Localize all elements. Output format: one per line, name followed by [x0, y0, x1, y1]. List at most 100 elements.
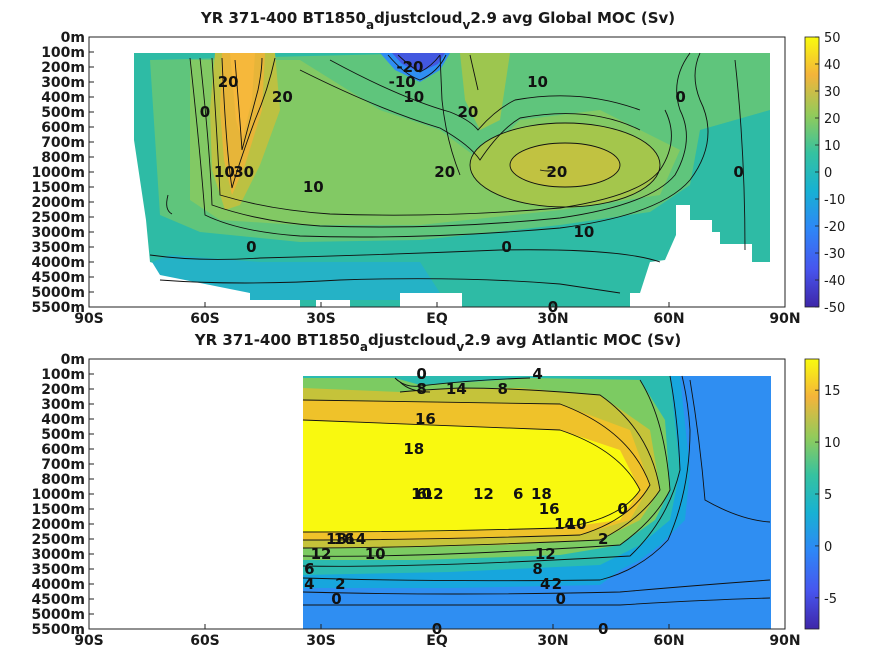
- x-tick-label: 30S: [306, 633, 336, 649]
- contour-label: 10: [527, 73, 548, 91]
- y-tick-label: 500m: [41, 105, 85, 121]
- y-tick-label: 5500m: [31, 622, 85, 638]
- y-tick-label: 800m: [41, 472, 85, 488]
- colorbar-tick-label: 10: [824, 436, 841, 451]
- y-tick-label: 300m: [41, 75, 85, 91]
- contour-label: 0: [617, 500, 627, 518]
- y-tick-label: 5000m: [31, 607, 85, 623]
- y-tick-label: 3500m: [31, 240, 85, 256]
- x-tick-label: 60N: [653, 633, 684, 649]
- y-tick-label: 5500m: [31, 300, 85, 316]
- contour-label: 0: [200, 103, 210, 121]
- contour-label: 0: [501, 238, 511, 256]
- y-tick-label: 700m: [41, 457, 85, 473]
- contour-label: 6: [513, 485, 523, 503]
- atlantic-colorbar-ticks: 15 10 5 0 -5: [815, 384, 841, 607]
- colorbar-tick-label: 0: [824, 540, 832, 555]
- x-tick-label: 90N: [769, 311, 800, 327]
- contour-label: 14: [446, 380, 467, 398]
- contour-label: 2: [552, 575, 562, 593]
- contour-label: -20: [396, 58, 423, 76]
- contour-label: 0: [733, 163, 743, 181]
- contour-label: 10: [403, 88, 424, 106]
- colorbar-tick-label: -30: [824, 247, 845, 262]
- x-tick-label: 90S: [74, 633, 104, 649]
- contour-label: 6: [416, 485, 426, 503]
- contour-label: 8: [498, 380, 508, 398]
- colorbar-tick-label: 40: [824, 58, 841, 73]
- y-tick-label: 4000m: [31, 577, 85, 593]
- y-tick-label: 2000m: [31, 195, 85, 211]
- y-tick-label: 800m: [41, 150, 85, 166]
- y-tick-label: 600m: [41, 120, 85, 136]
- y-tick-label: 2500m: [31, 532, 85, 548]
- y-tick-label: 5000m: [31, 285, 85, 301]
- contour-label: 16: [334, 530, 355, 548]
- contour-label: 18: [403, 440, 424, 458]
- y-tick-label: 400m: [41, 412, 85, 428]
- colorbar-tick-label: 5: [824, 488, 832, 503]
- x-tick-label: 90S: [74, 311, 104, 327]
- contour-label: 12: [535, 545, 556, 563]
- contour-label: 4: [304, 575, 314, 593]
- y-tick-label: 200m: [41, 382, 85, 398]
- contour-label: 20: [218, 73, 239, 91]
- colorbar-tick-label: 10: [824, 139, 841, 154]
- y-tick-label: 700m: [41, 135, 85, 151]
- contour-label: 18: [326, 530, 347, 548]
- atlantic-x-axis: 90S 60S 30S EQ 30N 60N 90N: [74, 624, 801, 649]
- y-tick-label: 2000m: [31, 517, 85, 533]
- contour-label: 10: [303, 178, 324, 196]
- contour-label: 0: [246, 238, 256, 256]
- atlantic-moc-field: [303, 376, 771, 629]
- colorbar-tick-label: -20: [824, 220, 845, 235]
- contour-label: 20: [272, 88, 293, 106]
- y-tick-label: 1500m: [31, 502, 85, 518]
- global-contour-lines: [149, 52, 746, 294]
- contour-label: 6: [304, 560, 314, 578]
- colorbar-tick-label: 15: [824, 384, 841, 399]
- contour-label: 4: [540, 575, 550, 593]
- global-x-axis: 90S 60S 30S EQ 30N 60N 90N: [74, 302, 801, 327]
- colorbar-tick-label: 20: [824, 112, 841, 127]
- colorbar-tick-label: 50: [824, 31, 841, 46]
- y-tick-label: 0m: [61, 352, 85, 368]
- y-tick-label: 3500m: [31, 562, 85, 578]
- contour-label: 0: [556, 590, 566, 608]
- contour-label: 16: [415, 410, 436, 428]
- contour-label: 20: [434, 163, 455, 181]
- colorbar-tick-label: 0: [824, 166, 832, 181]
- y-tick-label: 600m: [41, 442, 85, 458]
- global-moc-field: [134, 53, 770, 307]
- y-tick-label: 300m: [41, 397, 85, 413]
- atlantic-moc-panel: YR 371-400 BT1850adjustcloudv2.9 avg Atl…: [31, 331, 840, 649]
- contour-label: 30: [233, 163, 254, 181]
- colorbar-tick-label: -10: [824, 193, 845, 208]
- contour-label: 8: [416, 380, 426, 398]
- contour-label: 10: [573, 223, 594, 241]
- contour-label: 10: [411, 485, 432, 503]
- contour-label: 4: [532, 365, 542, 383]
- contour-label: 20: [546, 163, 567, 181]
- contour-label: 10: [365, 545, 386, 563]
- global-y-axis: 0m100m200m300m400m500m600m700m800m1000m1…: [31, 30, 94, 316]
- global-colorbar-ticks: 50 40 30 20 10 0 -10 -20 -30 -40 -50: [815, 31, 845, 316]
- y-tick-label: 100m: [41, 45, 85, 61]
- atlantic-title: YR 371-400 BT1850adjustcloudv2.9 avg Atl…: [194, 331, 682, 354]
- colorbar-tick-label: -40: [824, 274, 845, 289]
- global-moc-panel: YR 371-400 BT1850adjustcloudv2.9 avg Glo…: [31, 9, 845, 327]
- contour-label: 12: [311, 545, 332, 563]
- x-tick-label: 60N: [653, 311, 684, 327]
- x-tick-label: 30N: [537, 633, 568, 649]
- y-tick-label: 1000m: [31, 165, 85, 181]
- contour-label: 18: [531, 485, 552, 503]
- x-tick-label: 90N: [769, 633, 800, 649]
- y-tick-label: 4500m: [31, 592, 85, 608]
- contour-label: -10: [389, 73, 416, 91]
- colorbar-tick-label: -5: [824, 592, 837, 607]
- y-tick-label: 1000m: [31, 487, 85, 503]
- contour-label: 10: [566, 515, 587, 533]
- contour-label: 0: [675, 88, 685, 106]
